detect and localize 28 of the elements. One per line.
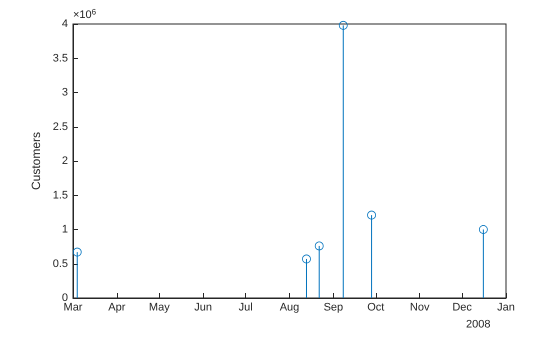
y-tick-label: 1 bbox=[62, 224, 68, 236]
point bbox=[478, 225, 488, 234]
y-tick-label: 1.5 bbox=[52, 189, 68, 202]
x-tick-label: Apr bbox=[108, 302, 126, 314]
y-tick-label: 3.5 bbox=[52, 52, 68, 64]
text: 2008 bbox=[466, 318, 490, 330]
y-tick-label: 3 bbox=[62, 86, 68, 98]
y-tick-label: 2 bbox=[62, 155, 68, 167]
x-tick-label: Nov bbox=[410, 302, 430, 314]
x-tick-label: Jul bbox=[238, 302, 253, 314]
x-tick-label: Sep bbox=[324, 302, 344, 314]
x-tick-label: Jan bbox=[497, 302, 515, 314]
y-tick-label: 0.5 bbox=[52, 258, 68, 270]
point bbox=[367, 210, 376, 220]
x-tick-label: Jun bbox=[194, 302, 212, 314]
x-tick-label: Aug bbox=[280, 302, 300, 314]
x-tick-label: Dec bbox=[452, 302, 472, 314]
point bbox=[338, 20, 348, 30]
x-tick-label: Oct bbox=[367, 302, 384, 314]
x-tick-label: May bbox=[148, 302, 170, 314]
y-tick-label: 4 bbox=[62, 18, 68, 30]
point bbox=[302, 254, 311, 264]
x-tick-label: Mar bbox=[64, 302, 83, 314]
y-axis-title: Customers bbox=[28, 132, 43, 190]
point bbox=[72, 248, 82, 257]
point bbox=[314, 242, 324, 250]
y-tick-label: 0 bbox=[62, 292, 68, 304]
y-tick-label: 2.5 bbox=[52, 120, 68, 133]
